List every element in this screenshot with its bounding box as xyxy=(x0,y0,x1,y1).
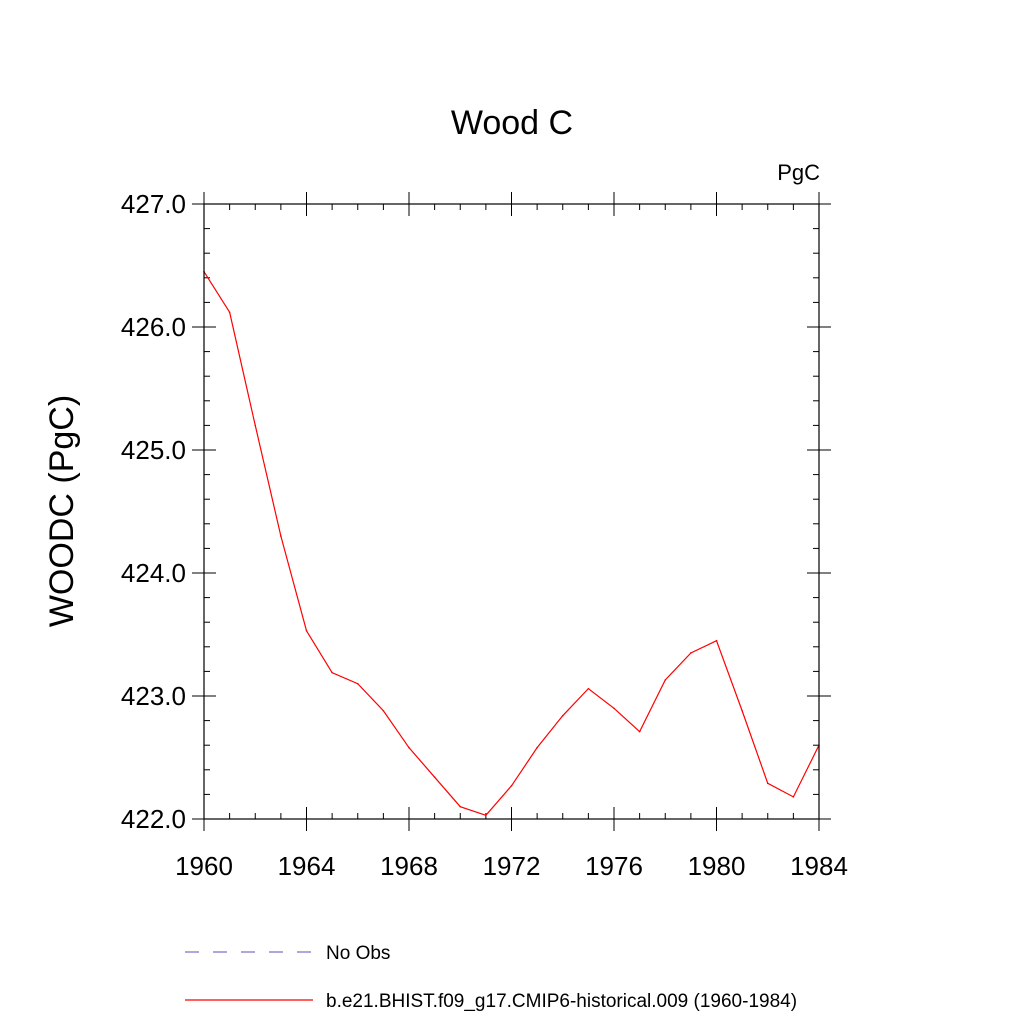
data-point xyxy=(536,746,538,749)
x-tick-label: 1972 xyxy=(483,851,541,881)
plot-lines xyxy=(203,270,820,817)
y-tick-label: 422.0 xyxy=(121,804,186,834)
x-tick-label: 1968 xyxy=(380,851,438,881)
data-point xyxy=(459,805,462,808)
data-point xyxy=(228,311,231,314)
data-point xyxy=(510,784,513,787)
units-label: PgC xyxy=(777,160,820,185)
data-point xyxy=(664,679,667,681)
data-point xyxy=(356,682,359,685)
series-line xyxy=(203,271,820,817)
data-point xyxy=(305,630,308,632)
legend-label: b.e21.BHIST.f09_g17.CMIP6-historical.009… xyxy=(326,991,797,1012)
data-point xyxy=(485,814,487,817)
x-tick-label: 1964 xyxy=(278,851,336,881)
data-point xyxy=(792,796,795,798)
data-point xyxy=(254,424,257,427)
x-tick-label: 1960 xyxy=(175,851,233,881)
x-tick-label: 1980 xyxy=(688,851,746,881)
y-tick-label: 424.0 xyxy=(121,558,186,588)
y-tick-label: 427.0 xyxy=(121,189,186,219)
y-axis-label: WOODC (PgC) xyxy=(43,395,81,627)
data-point xyxy=(638,730,641,733)
data-point xyxy=(408,746,410,749)
data-point xyxy=(280,535,282,537)
axis-ticks: 1960 1964 1968 1972 1976 1980 1984 422.0 423.0 42… xyxy=(121,189,848,881)
data-point xyxy=(690,652,692,654)
data-point xyxy=(561,714,564,717)
data-point xyxy=(433,776,436,778)
x-tick-label: 1984 xyxy=(790,851,848,881)
legend: No Obs b.e21.BHIST.f09_g17.CMIP6-historic… xyxy=(185,943,797,1012)
y-tick-label: 426.0 xyxy=(121,312,186,342)
y-tick-label: 425.0 xyxy=(121,435,186,465)
data-point xyxy=(382,709,385,712)
data-point xyxy=(587,687,590,690)
data-point xyxy=(715,639,718,642)
data-point xyxy=(613,707,615,710)
y-tick-label: 423.0 xyxy=(121,681,186,711)
plot-frame xyxy=(203,203,820,820)
data-point xyxy=(766,782,769,785)
data-point xyxy=(331,671,333,674)
legend-label: No Obs xyxy=(326,943,390,964)
data-point xyxy=(741,709,743,712)
x-tick-label: 1976 xyxy=(585,851,643,881)
chart-title: Wood C xyxy=(451,104,573,142)
